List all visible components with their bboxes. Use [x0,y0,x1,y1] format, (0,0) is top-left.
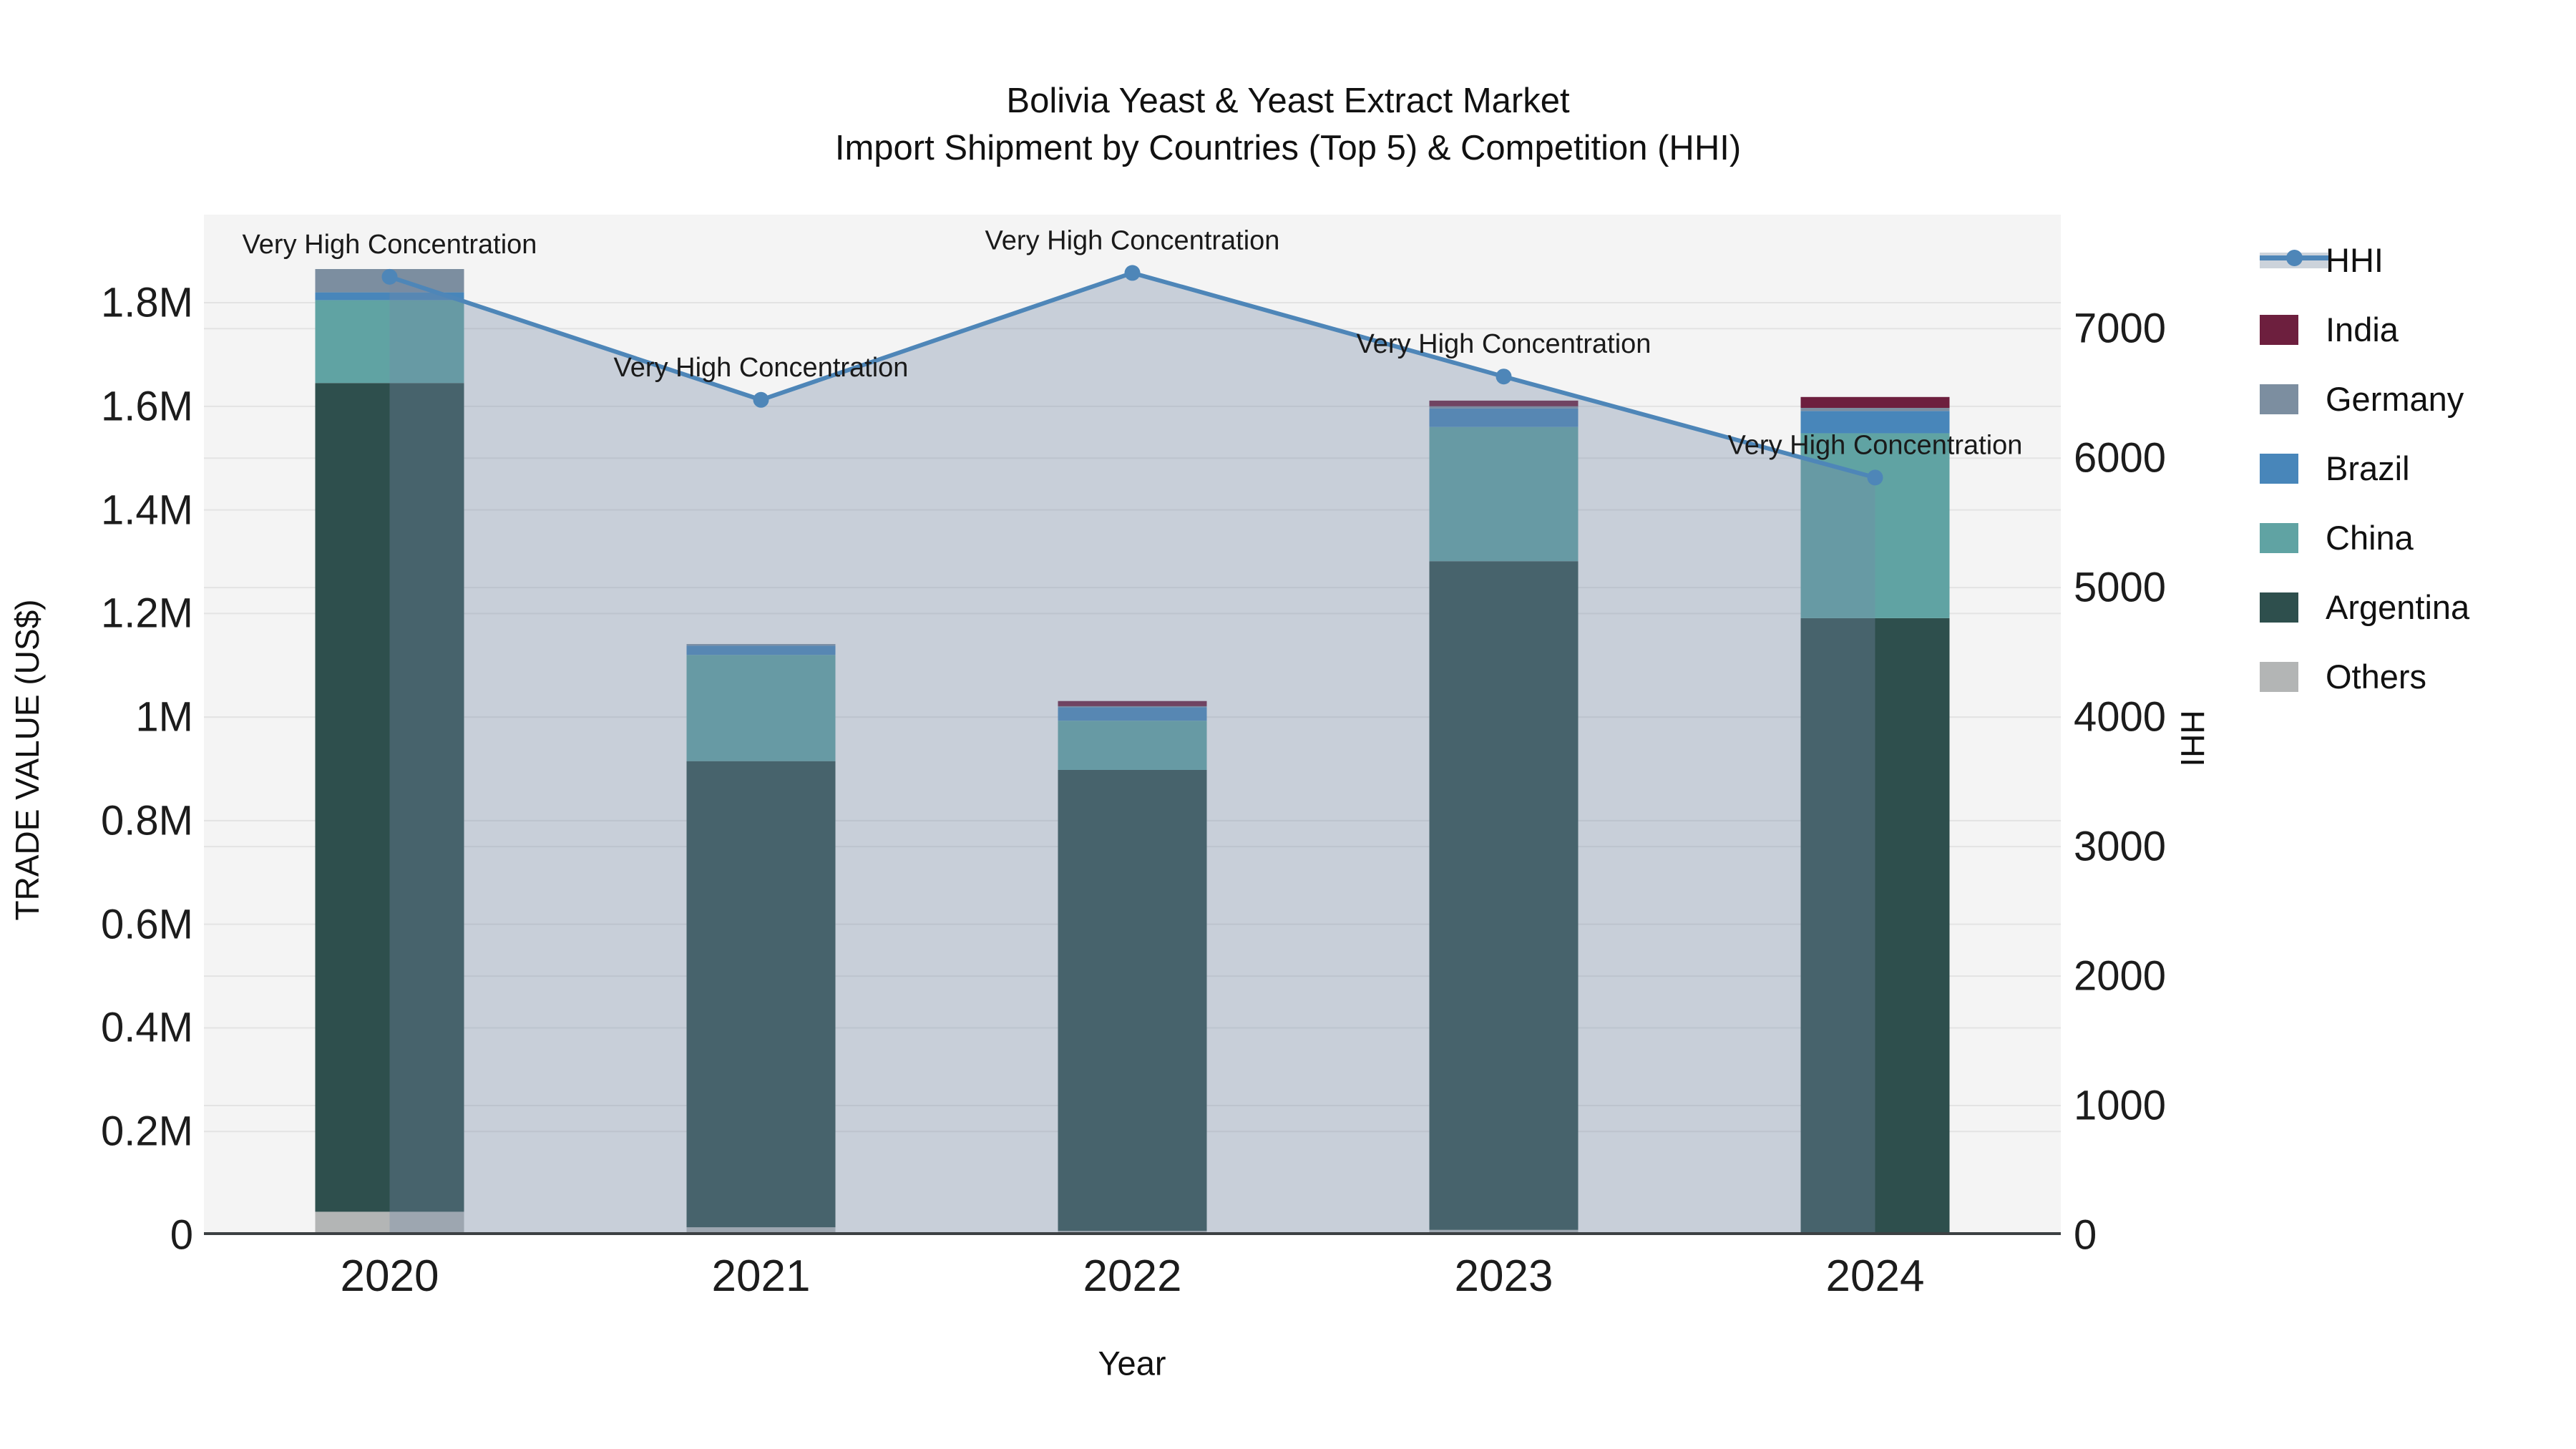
x-tick-2022: 2022 [1083,1252,1182,1301]
chart-canvas: Very High Concentration Very High Concent… [204,215,2061,1235]
y-left-tick-1.4M: 1.4M [101,487,193,534]
legend-label-hhi: HHI [2326,241,2384,279]
bar-segment-2022-argentina[interactable] [1058,769,1207,1231]
bar-segment-2023-brazil[interactable] [1429,408,1579,427]
legend-item-brazil[interactable]: Brazil [2260,434,2469,503]
legend-swatch-china [2260,522,2298,553]
bar-segment-2023-china[interactable] [1429,426,1579,562]
bar-segment-2024-germany[interactable] [1800,407,1950,411]
annotation-2021: Very High Concentration [614,353,909,383]
bar-segment-2021-germany[interactable] [686,644,836,646]
legend-label-argentina: Argentina [2326,588,2470,626]
chart-title-line-2: Import Shipment by Countries (Top 5) & C… [834,129,1742,167]
legend-swatch-brazil [2260,453,2298,484]
y-right-tick-3000: 3000 [2074,823,2167,870]
bar-segment-2024-brazil[interactable] [1800,411,1950,434]
y-right-tick-6000: 6000 [2074,434,2167,482]
chart-title-line-1: Bolivia Yeast & Yeast Extract Market [1006,82,1570,120]
bar-segment-2022-germany[interactable] [1058,706,1207,708]
x-tick-2024: 2024 [1825,1252,1925,1301]
legend-item-others[interactable]: Others [2260,642,2469,711]
legend-label-germany: Germany [2326,380,2464,418]
bar-segment-2021-china[interactable] [686,655,836,761]
legend-label-brazil: Brazil [2326,449,2410,487]
y-axis-left-title: TRADE VALUE (US$) [9,599,46,921]
hhi-area-fill [389,273,1875,1235]
y-left-tick-1M: 1M [135,693,193,741]
legend-line-sample [2260,245,2328,275]
y-right-tick-2000: 2000 [2074,952,2167,1000]
y-left-tick-0: 0 [170,1211,193,1259]
bar-segment-2024-argentina[interactable] [1800,618,1950,1235]
hhi-point-2020[interactable] [381,268,398,285]
y-left-tick-0.4M: 0.4M [101,1004,193,1051]
y-left-tick-1.2M: 1.2M [101,590,193,637]
y-axis-right-title: HHI [2174,710,2211,767]
legend-item-india[interactable]: India [2260,295,2469,364]
bar-segment-2023-germany[interactable] [1429,406,1579,409]
bar-segment-2020-brazil[interactable] [315,292,464,301]
bar-segment-2021-argentina[interactable] [686,761,836,1228]
bar-segment-2023-india[interactable] [1429,400,1579,406]
y-right-tick-1000: 1000 [2074,1082,2167,1129]
y-left-tick-0.2M: 0.2M [101,1108,193,1155]
legend-label-others: Others [2326,658,2427,696]
x-tick-2020: 2020 [340,1252,439,1301]
y-right-tick-0: 0 [2074,1211,2097,1259]
y-left-tick-1.6M: 1.6M [101,383,193,430]
legend-swatch-others [2260,661,2298,692]
legend-item-argentina[interactable]: Argentina [2260,572,2469,642]
hhi-point-2022[interactable] [1124,265,1141,281]
y-right-tick-4000: 4000 [2074,693,2167,741]
legend-label-india: India [2326,311,2399,348]
annotation-2024: Very High Concentration [1728,430,2023,460]
legend-label-china: China [2326,519,2414,557]
legend: HHI India Germany Brazil China Argentina Other… [2260,225,2469,711]
annotation-2020: Very High Concentration [243,230,537,260]
y-left-tick-1.8M: 1.8M [101,279,193,326]
hhi-point-2024[interactable] [1867,469,1883,486]
hhi-point-2023[interactable] [1496,369,1512,385]
bar-segment-2022-china[interactable] [1058,721,1207,770]
hhi-point-2021[interactable] [753,391,769,408]
legend-line-marker-dot [2286,249,2303,266]
bar-segment-2023-argentina[interactable] [1429,561,1579,1230]
legend-item-germany[interactable]: Germany [2260,364,2469,434]
annotation-2023: Very High Concentration [1357,329,1652,359]
legend-swatch-germany [2260,384,2298,414]
x-axis-line [204,1232,2061,1235]
legend-item-china[interactable]: China [2260,503,2469,572]
x-tick-2021: 2021 [711,1252,811,1301]
x-tick-2023: 2023 [1454,1252,1553,1301]
legend-swatch-argentina [2260,592,2298,623]
legend-swatch-india [2260,314,2298,345]
y-right-tick-5000: 5000 [2074,564,2167,611]
bar-segment-2021-brazil[interactable] [686,645,836,655]
x-axis-title: Year [1098,1344,1166,1382]
legend-item-hhi[interactable]: HHI [2260,225,2469,295]
bar-segment-2022-brazil[interactable] [1058,707,1207,721]
bar-segment-2020-argentina[interactable] [315,383,464,1212]
y-left-tick-0.8M: 0.8M [101,797,193,844]
bar-segment-2021-others[interactable] [686,1227,836,1235]
y-left-tick-0.6M: 0.6M [101,901,193,948]
y-right-tick-7000: 7000 [2074,305,2167,352]
bar-segment-2024-india[interactable] [1800,396,1950,408]
chart-title: Bolivia Yeast & Yeast Extract Market Imp… [0,77,2576,172]
bar-segment-2020-others[interactable] [315,1211,464,1235]
bar-segment-2020-china[interactable] [315,300,464,384]
annotation-2022: Very High Concentration [985,225,1280,255]
plot-area: Very High Concentration Very High Concent… [204,215,2061,1235]
bar-segment-2022-india[interactable] [1058,701,1207,706]
